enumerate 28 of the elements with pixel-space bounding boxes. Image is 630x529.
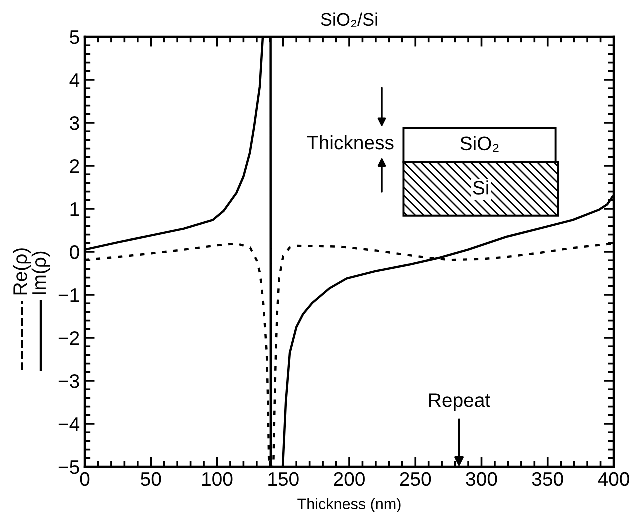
- y-tick-label: 5: [70, 30, 80, 44]
- y-tick-label: 0: [70, 245, 80, 260]
- y-tick-label: 1: [70, 202, 80, 216]
- x-tick-label: 400: [598, 472, 630, 486]
- x-tick-label: 100: [202, 472, 233, 486]
- x-tick-label: 200: [334, 472, 365, 486]
- text: Re(ρ): [12, 248, 32, 295]
- annotation: Repeat: [430, 394, 490, 412]
- y-tick-label: −1: [58, 288, 80, 302]
- x-tick-label: 250: [400, 472, 432, 486]
- y-tick-label: 2: [70, 159, 80, 174]
- annotation: Thickness: [307, 135, 394, 150]
- text: Im(ρ): [32, 252, 50, 294]
- annotation: Si: [473, 180, 488, 195]
- y-tick-label: 3: [70, 116, 80, 130]
- y-tick-label: 4: [70, 74, 80, 88]
- y-tick-label: −5: [58, 460, 80, 474]
- x-tick-label: 50: [141, 472, 162, 486]
- y-tick-label: −3: [58, 374, 80, 388]
- y-tick-label: −4: [58, 418, 80, 432]
- y-tick-label: −2: [58, 331, 80, 346]
- x-axis-title: Thickness (nm): [298, 498, 401, 513]
- x-tick-label: 150: [268, 472, 299, 486]
- x-tick-label: 350: [532, 472, 564, 486]
- chart-title: SiO₂/Si: [321, 12, 378, 28]
- annotation: SiO₂: [460, 136, 499, 152]
- x-tick-label: 300: [466, 472, 498, 486]
- x-tick-label: 0: [80, 472, 90, 486]
